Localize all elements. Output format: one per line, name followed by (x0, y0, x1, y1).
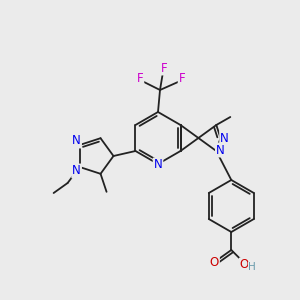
Text: F: F (137, 73, 143, 85)
Text: N: N (216, 143, 225, 157)
Text: N: N (72, 164, 81, 178)
Text: O: O (210, 256, 219, 268)
Text: F: F (161, 61, 167, 74)
Text: H: H (248, 262, 256, 272)
Text: N: N (72, 134, 81, 148)
Text: F: F (179, 73, 185, 85)
Text: N: N (220, 131, 229, 145)
Text: O: O (240, 259, 249, 272)
Text: N: N (154, 158, 162, 172)
